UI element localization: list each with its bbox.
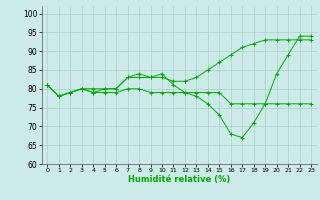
X-axis label: Humidité relative (%): Humidité relative (%)	[128, 175, 230, 184]
